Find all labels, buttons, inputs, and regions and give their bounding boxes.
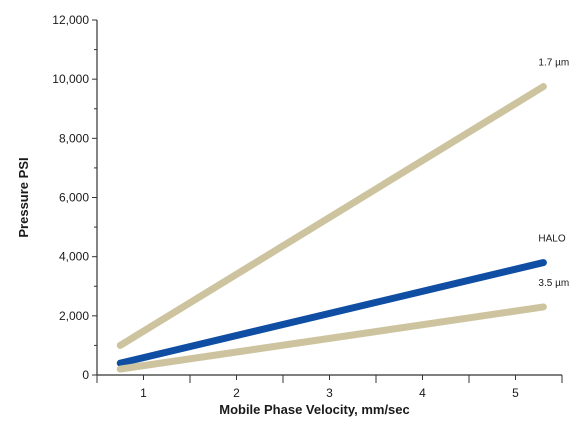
axes	[96, 20, 562, 376]
y-tick-label: 10,000	[52, 72, 89, 86]
series-line	[116, 303, 547, 373]
series-lines	[116, 83, 547, 373]
y-tick-label: 0	[82, 368, 89, 382]
series-label: HALO	[538, 234, 565, 245]
y-tick-label: 4,000	[59, 250, 89, 264]
y-tick-label: 8,000	[59, 131, 89, 145]
y-tick-label: 2,000	[59, 309, 89, 323]
series-label: 3.5 µm	[538, 278, 569, 289]
y-ticks: 0 2,000 4,000 6,000 8,000 10,000 12,000	[52, 13, 97, 382]
x-tick-label: 1	[140, 386, 147, 400]
x-axis-title: Mobile Phase Velocity, mm/sec	[219, 402, 410, 417]
x-tick-label: 3	[326, 386, 333, 400]
series-labels: 1.7 µm HALO 3.5 µm	[538, 58, 569, 289]
x-tick-label: 5	[512, 386, 519, 400]
x-ticks: 1 2 3 4 5	[96, 375, 563, 400]
series-label: 1.7 µm	[538, 58, 569, 69]
x-tick-label: 2	[233, 386, 240, 400]
y-tick-label: 6,000	[59, 191, 89, 205]
series-line	[116, 259, 547, 367]
y-tick-label: 12,000	[52, 13, 89, 27]
y-axis-title: Pressure PSI	[16, 157, 31, 237]
series-line	[116, 83, 547, 349]
x-tick-label: 4	[419, 386, 426, 400]
